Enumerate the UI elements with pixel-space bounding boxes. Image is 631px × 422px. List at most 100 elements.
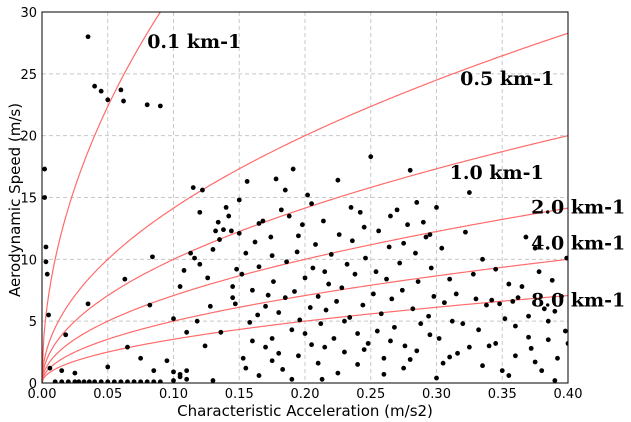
data-point [310,265,316,271]
data-point [207,303,213,309]
data-point [399,287,405,293]
data-point [331,336,337,341]
data-point [47,365,53,371]
data-point [289,327,295,333]
data-point [205,275,211,281]
x-axis-label: Characteristic Acceleration (m/s2) [177,402,433,420]
data-point [138,379,144,383]
data-point [427,232,433,238]
data-point [230,295,236,301]
data-point [239,271,245,277]
data-point [194,318,200,324]
data-point [243,250,249,256]
data-point [428,265,434,271]
data-point [263,303,268,309]
data-point [121,98,126,104]
data-point [65,379,71,383]
data-point [449,318,455,324]
data-point [470,271,476,277]
data-point [230,284,236,289]
data-point [513,323,518,329]
data-point [271,279,276,284]
data-point [552,378,558,383]
data-point [436,336,442,341]
data-point [532,359,538,365]
data-point [342,318,347,324]
data-point [336,232,342,238]
data-point [200,187,205,193]
data-point [355,331,360,336]
data-point [309,342,314,348]
x-tick-label: 0.35 [488,387,517,402]
data-point [244,179,250,184]
data-point [218,329,224,335]
data-point [59,379,65,383]
x-tick-label: 0.15 [225,387,254,402]
curve-labels: 0.1 km-1 0.5 km-1 1.0 km-1 2.0 km-1 4.0 km-1… [147,31,625,311]
data-point [302,331,308,336]
data-point [388,213,393,219]
y-tick-label: 20 [20,130,37,145]
curve-line [42,258,568,383]
data-point [44,271,50,277]
data-point [493,266,499,272]
x-tick-label: 0.40 [554,387,583,402]
data-point [349,238,355,244]
data-point [397,260,403,266]
data-point [188,250,193,256]
data-point [388,338,393,344]
data-point [105,379,111,383]
data-point [506,281,512,287]
data-point [299,222,305,228]
data-point [250,338,255,344]
data-point [559,294,564,299]
data-point [526,334,531,340]
y-tick-label: 10 [20,253,37,268]
data-point [228,228,234,234]
data-point [151,368,157,374]
data-point [118,379,124,383]
data-point [302,275,308,281]
data-point [368,154,374,160]
data-point [213,228,218,234]
data-point [321,218,326,224]
data-point [255,312,261,318]
data-point [552,308,558,314]
x-tick-label: 0.00 [28,387,57,402]
data-point [232,301,238,307]
data-point [401,365,407,371]
data-point [240,355,246,361]
data-point [466,190,472,195]
data-point [263,344,268,350]
data-point [499,368,505,374]
data-point [565,341,568,346]
data-point [486,343,492,349]
data-point [236,230,242,236]
data-point [171,369,176,375]
data-point [98,88,104,94]
data-point [335,177,341,183]
y-tick-label: 0 [29,377,37,392]
data-point [297,317,303,323]
y-tick-label: 30 [20,6,37,21]
data-point [81,379,87,383]
data-point [76,379,82,383]
data-point [532,245,538,251]
data-point [440,360,446,366]
data-point [221,227,226,233]
data-point [98,379,104,383]
data-point [405,222,410,228]
data-point [197,209,203,215]
data-point [192,255,197,261]
data-point [273,176,279,182]
data-point [243,365,249,371]
data-point [389,296,395,302]
x-tick-label: 0.05 [93,387,122,402]
data-point [313,242,318,247]
data-point [410,306,416,312]
data-point [276,350,282,356]
data-point [373,269,379,275]
curve-label: 0.1 km-1 [147,31,241,53]
y-tick-label: 15 [20,192,37,207]
data-point [344,261,350,267]
